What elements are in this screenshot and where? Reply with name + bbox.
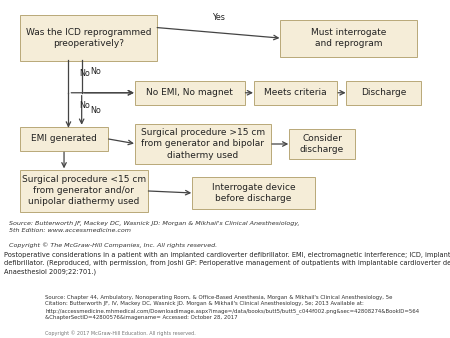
Text: Interrogate device
before discharge: Interrogate device before discharge	[212, 183, 296, 203]
Text: EMI generated: EMI generated	[31, 134, 97, 143]
Text: No: No	[90, 106, 101, 115]
FancyBboxPatch shape	[192, 177, 315, 210]
FancyBboxPatch shape	[20, 126, 108, 150]
FancyBboxPatch shape	[135, 81, 245, 105]
Text: Yes: Yes	[212, 13, 225, 22]
Text: Surgical procedure <15 cm
from generator and/or
unipolar diathermy used: Surgical procedure <15 cm from generator…	[22, 175, 146, 207]
FancyBboxPatch shape	[20, 170, 148, 212]
Text: Must interrogate
and reprogram: Must interrogate and reprogram	[311, 28, 386, 48]
Text: No: No	[80, 101, 90, 110]
FancyBboxPatch shape	[20, 15, 157, 61]
Text: Was the ICD reprogrammed
preoperatively?: Was the ICD reprogrammed preoperatively?	[26, 28, 151, 48]
Text: Graw: Graw	[11, 311, 30, 315]
Text: Mc: Mc	[15, 302, 26, 307]
FancyBboxPatch shape	[135, 124, 271, 164]
FancyBboxPatch shape	[346, 81, 421, 105]
Text: Postoperative considerations in a patient with an implanted cardioverter defibri: Postoperative considerations in a patien…	[4, 252, 450, 275]
Text: Discharge: Discharge	[361, 88, 406, 97]
Text: No EMI, No magnet: No EMI, No magnet	[146, 88, 233, 97]
FancyBboxPatch shape	[289, 129, 355, 159]
Text: Source: Butterworth JF, Mackey DC, Wasnick JD: Morgan & Mikhail's Clinical Anest: Source: Butterworth JF, Mackey DC, Wasni…	[9, 221, 300, 248]
Text: Source: Chapter 44, Ambulatory, Nonoperating Room, & Office-Based Anesthesia, Mo: Source: Chapter 44, Ambulatory, Nonopera…	[45, 295, 419, 320]
Text: No: No	[90, 67, 101, 76]
FancyBboxPatch shape	[280, 20, 417, 57]
Text: Hill: Hill	[15, 318, 26, 323]
Text: Education: Education	[8, 327, 33, 331]
Text: Surgical procedure >15 cm
from generator and bipolar
diathermy used: Surgical procedure >15 cm from generator…	[141, 128, 265, 160]
Text: Consider
discharge: Consider discharge	[300, 134, 344, 154]
Text: No: No	[80, 69, 90, 78]
Text: Meets criteria: Meets criteria	[264, 88, 327, 97]
FancyBboxPatch shape	[254, 81, 338, 105]
Text: Copyright © 2017 McGraw-Hill Education. All rights reserved.: Copyright © 2017 McGraw-Hill Education. …	[45, 330, 196, 336]
